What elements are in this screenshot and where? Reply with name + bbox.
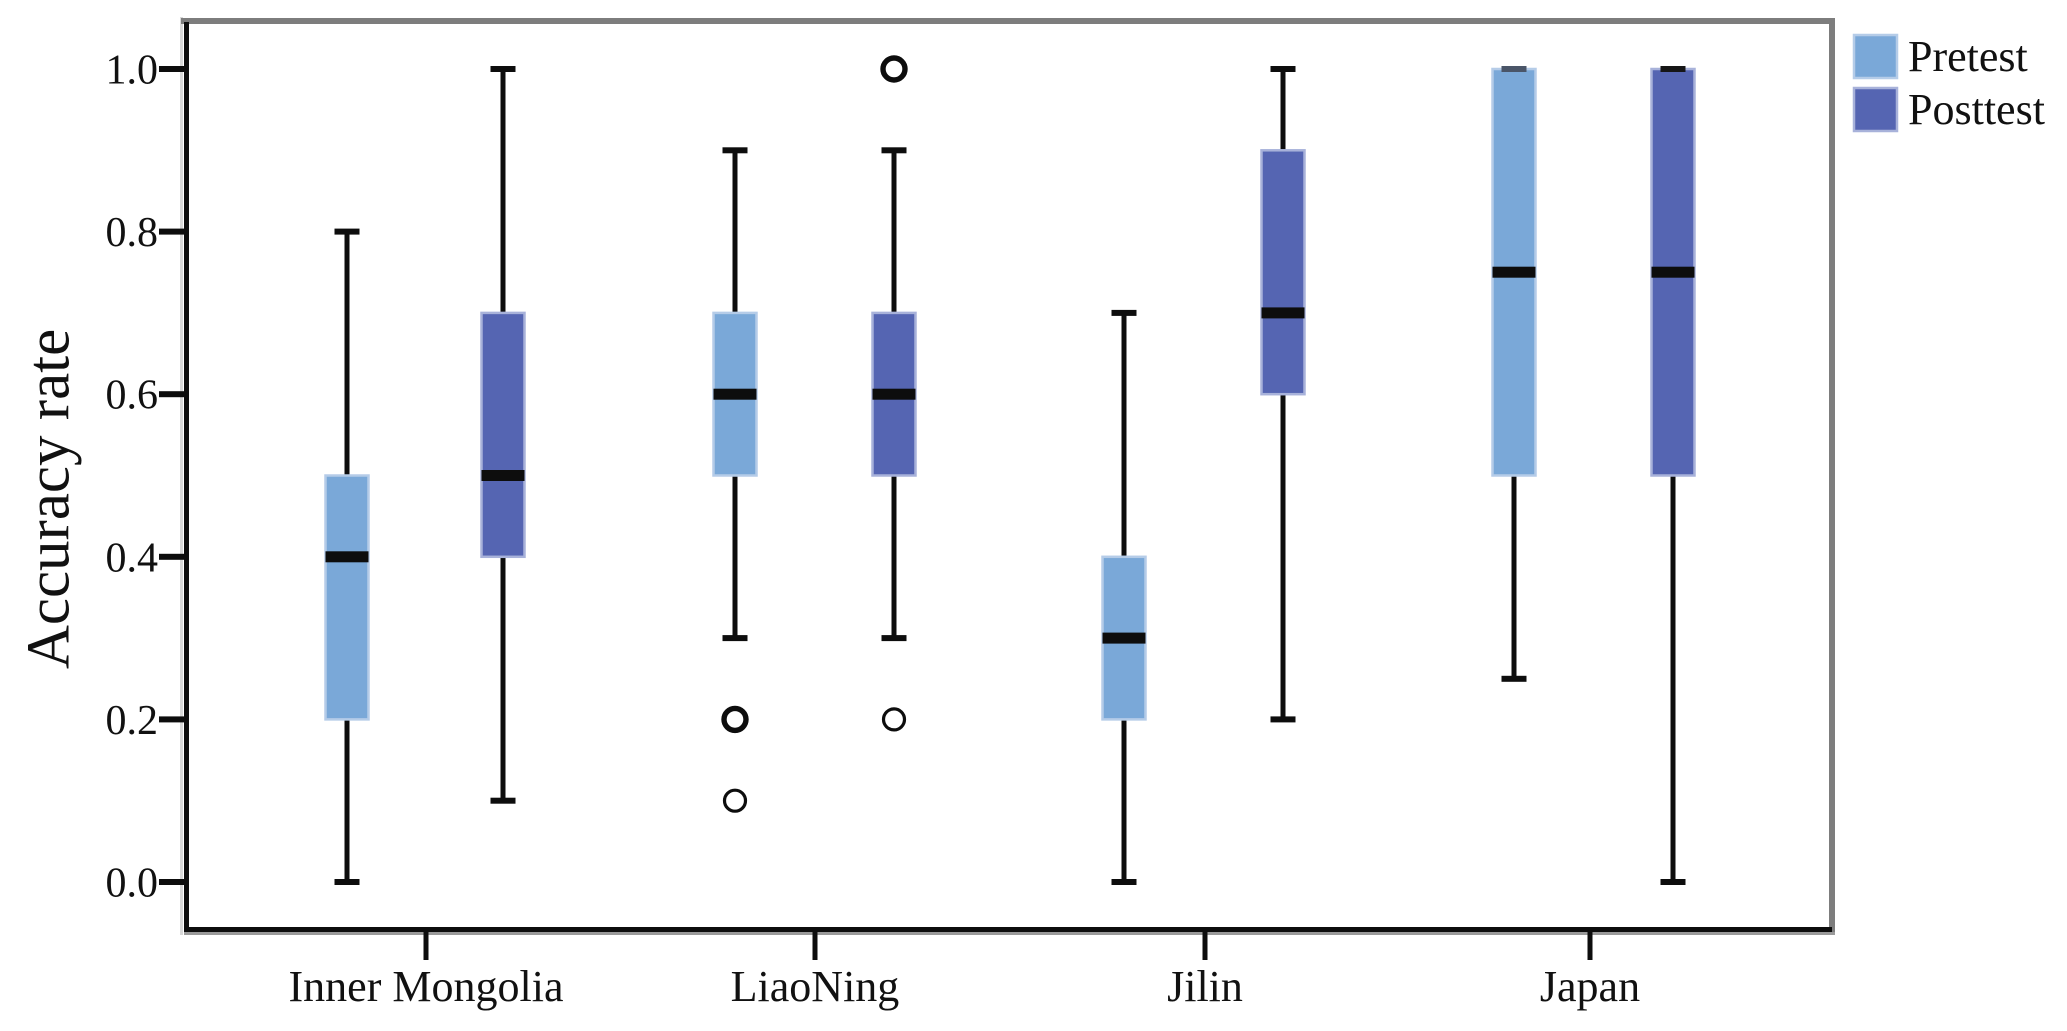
svg-text:1.0: 1.0 — [106, 48, 159, 94]
svg-text:LiaoNing: LiaoNing — [731, 962, 900, 1011]
svg-text:0.6: 0.6 — [106, 373, 159, 419]
svg-text:Accuracy rate: Accuracy rate — [16, 329, 83, 669]
svg-text:Jilin: Jilin — [1167, 962, 1243, 1011]
svg-text:Japan: Japan — [1540, 962, 1640, 1011]
svg-text:Pretest: Pretest — [1908, 32, 2028, 81]
svg-text:0.0: 0.0 — [106, 861, 159, 907]
svg-text:0.4: 0.4 — [106, 535, 159, 581]
svg-text:Inner Mongolia: Inner Mongolia — [289, 962, 564, 1011]
svg-text:0.8: 0.8 — [106, 210, 159, 256]
svg-text:Posttest: Posttest — [1908, 85, 2045, 134]
svg-text:0.2: 0.2 — [106, 698, 159, 744]
